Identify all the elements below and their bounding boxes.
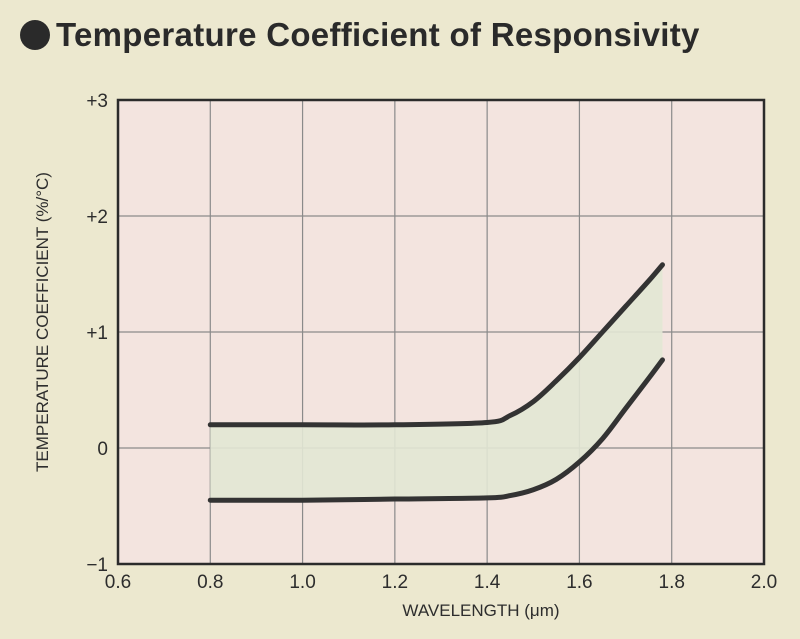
y-tick-label: +3 — [86, 91, 108, 112]
tolerance-band — [210, 264, 663, 501]
x-tick-label: 1.0 — [289, 572, 315, 593]
chart-title: Temperature Coefficient of Responsivity — [56, 16, 700, 53]
y-axis-label: TEMPERATURE COEFFICIENT (%/°C) — [33, 172, 52, 472]
upper-limit-line — [207, 262, 665, 428]
y-tick-label: −1 — [86, 555, 108, 576]
series-curves — [207, 262, 665, 503]
x-axis-ticks: 0.6 0.8 1.0 1.2 1.4 1.6 1.8 2.0 — [105, 572, 777, 593]
x-tick-label: 0.8 — [197, 572, 223, 593]
plot-frame — [116, 98, 766, 566]
lower-limit-line — [207, 357, 665, 503]
x-tick-label: 0.6 — [105, 572, 131, 593]
y-tick-label: +1 — [86, 323, 108, 344]
x-tick-label: 1.4 — [474, 572, 501, 593]
y-tick-label: 0 — [97, 439, 108, 460]
x-tick-label: 1.6 — [566, 572, 592, 593]
y-tick-label: +2 — [86, 207, 108, 228]
x-axis-label: WAVELENGTH (μm) — [402, 601, 559, 620]
bullet-icon — [20, 20, 50, 50]
x-tick-label: 1.2 — [382, 572, 408, 593]
x-tick-label: 2.0 — [751, 572, 777, 593]
chart-title-block: Temperature Coefficient of Responsivity — [20, 16, 700, 54]
y-axis-ticks: −1 0 +1 +2 +3 — [86, 91, 108, 576]
x-tick-label: 1.8 — [659, 572, 685, 593]
